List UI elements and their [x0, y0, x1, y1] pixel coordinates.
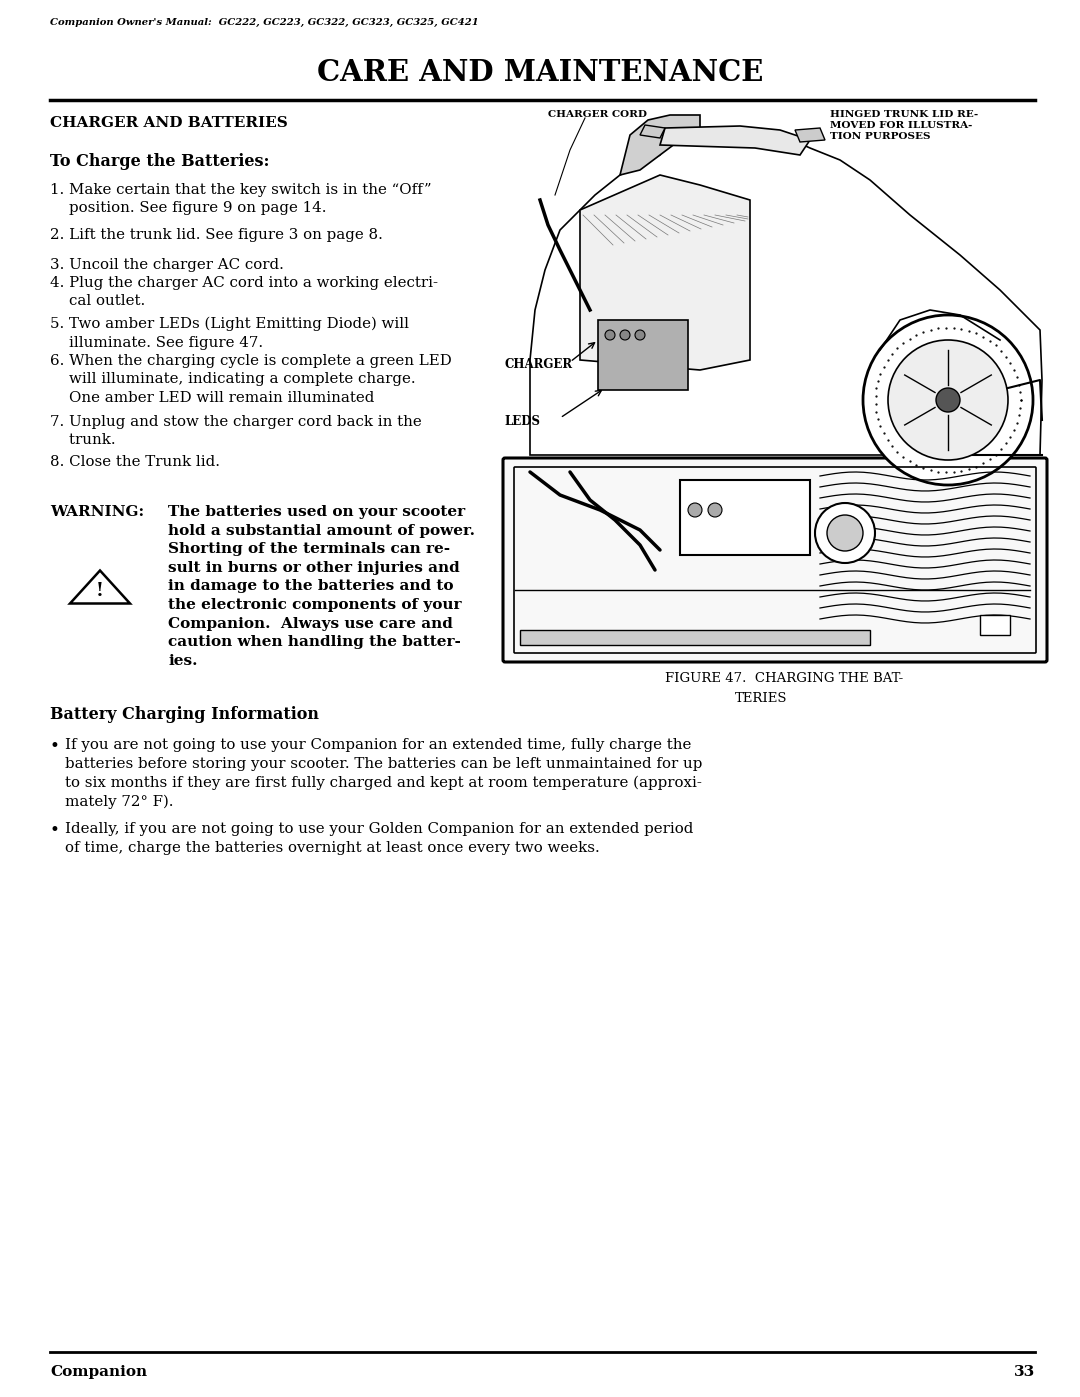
Text: Companion Owner's Manual:  GC222, GC223, GC322, GC323, GC325, GC421: Companion Owner's Manual: GC222, GC223, … [50, 18, 478, 27]
Text: 2. Lift the trunk lid. See figure 3 on page 8.: 2. Lift the trunk lid. See figure 3 on p… [50, 228, 383, 242]
Circle shape [688, 503, 702, 517]
Text: CHARGER: CHARGER [504, 358, 572, 372]
Circle shape [605, 330, 615, 339]
Text: The batteries used on your scooter
hold a substantial amount of power.
Shorting : The batteries used on your scooter hold … [168, 504, 475, 668]
Text: Ideally, if you are not going to use your Golden Companion for an extended perio: Ideally, if you are not going to use you… [65, 821, 693, 855]
Text: LEDS: LEDS [504, 415, 540, 427]
Text: If you are not going to use your Companion for an extended time, fully charge th: If you are not going to use your Compani… [65, 738, 702, 809]
Circle shape [635, 330, 645, 339]
Bar [680, 481, 810, 555]
Text: 1. Make certain that the key switch is in the “Off”
    position. See figure 9 o: 1. Make certain that the key switch is i… [50, 183, 432, 215]
Text: 3. Uncoil the charger AC cord.: 3. Uncoil the charger AC cord. [50, 258, 284, 272]
Polygon shape [640, 124, 665, 138]
Polygon shape [580, 175, 750, 370]
Polygon shape [660, 126, 810, 155]
Text: 6. When the charging cycle is complete a green LED
    will illuminate, indicati: 6. When the charging cycle is complete a… [50, 353, 451, 405]
Text: CHARGER AND BATTERIES: CHARGER AND BATTERIES [50, 116, 287, 130]
Text: 5. Two amber LEDs (Light Emitting Diode) will
    illuminate. See figure 47.: 5. Two amber LEDs (Light Emitting Diode)… [50, 317, 409, 349]
Text: CARE AND MAINTENANCE: CARE AND MAINTENANCE [316, 59, 764, 87]
Text: •: • [50, 821, 59, 840]
Text: 33: 33 [1014, 1365, 1035, 1379]
Bar [598, 320, 688, 390]
Text: 7. Unplug and stow the charger cord back in the
    trunk.: 7. Unplug and stow the charger cord back… [50, 415, 422, 447]
Bar [980, 615, 1010, 636]
Text: HINGED TRUNK LID RE-
MOVED FOR ILLUSTRA-
TION PURPOSES: HINGED TRUNK LID RE- MOVED FOR ILLUSTRA-… [831, 110, 978, 141]
Polygon shape [530, 129, 1042, 455]
Text: FIGURE 47.  CHARGING THE BAT-: FIGURE 47. CHARGING THE BAT- [665, 672, 903, 685]
Text: •: • [50, 738, 59, 754]
Text: 4. Plug the charger AC cord into a working electri-
    cal outlet.: 4. Plug the charger AC cord into a worki… [50, 277, 438, 309]
Circle shape [888, 339, 1008, 460]
Polygon shape [620, 115, 700, 175]
Circle shape [827, 515, 863, 550]
Text: TERIES: TERIES [735, 692, 787, 705]
Circle shape [620, 330, 630, 339]
Polygon shape [795, 129, 825, 142]
Circle shape [863, 314, 1032, 485]
Text: !: ! [96, 583, 104, 601]
Bar [519, 630, 870, 645]
Text: Battery Charging Information: Battery Charging Information [50, 705, 319, 724]
Circle shape [708, 503, 723, 517]
Text: 8. Close the Trunk lid.: 8. Close the Trunk lid. [50, 455, 220, 469]
Text: WARNING:: WARNING: [50, 504, 144, 520]
Circle shape [815, 503, 875, 563]
Circle shape [936, 388, 960, 412]
Text: Companion: Companion [50, 1365, 147, 1379]
Text: CHARGER CORD: CHARGER CORD [548, 110, 647, 119]
Text: To Charge the Batteries:: To Charge the Batteries: [50, 154, 270, 170]
FancyBboxPatch shape [503, 458, 1047, 662]
